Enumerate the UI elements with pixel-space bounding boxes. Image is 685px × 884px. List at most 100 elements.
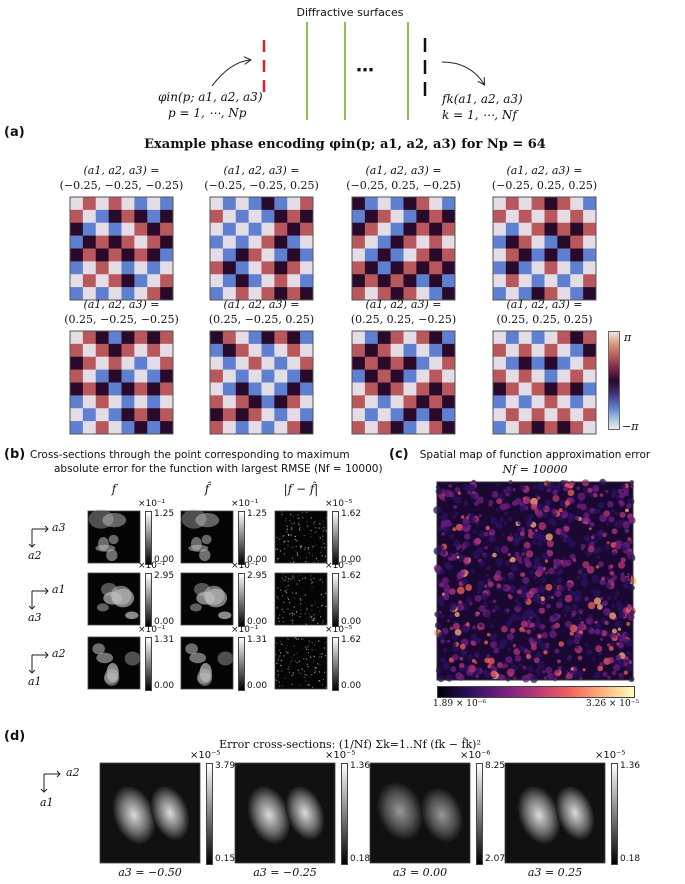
phase-pixel — [210, 356, 224, 370]
noise-pixel — [306, 520, 308, 523]
error-speckle — [475, 673, 480, 679]
phase-param-prefix: (a1, a2, a3) = — [223, 164, 300, 177]
cross-section-map — [274, 572, 328, 627]
noise-pixel — [320, 594, 322, 596]
phase-pixel — [570, 235, 584, 249]
noise-pixel — [286, 528, 288, 530]
error-speckle — [537, 566, 543, 572]
noise-pixel — [297, 522, 300, 524]
intensity-blob — [97, 536, 109, 551]
noise-pixel — [281, 511, 283, 513]
error-speckle — [457, 491, 461, 495]
error-speckle — [517, 526, 523, 533]
noise-pixel — [318, 680, 320, 682]
error-speckle — [591, 620, 596, 625]
error-speckle — [537, 541, 543, 547]
error-speckle — [500, 545, 509, 554]
phase-pixel — [235, 235, 249, 249]
axis-v-label: a3 — [28, 611, 42, 624]
error-map-colorbar — [437, 686, 635, 698]
colorbar-min: 0.00 — [341, 555, 362, 565]
phase-pixel — [160, 248, 174, 262]
noise-pixel — [276, 560, 278, 562]
error-speckle — [524, 588, 529, 593]
phase-pixel — [134, 395, 148, 409]
phase-pixel — [95, 235, 109, 249]
phase-pixel — [531, 382, 545, 396]
phase-pixel — [377, 209, 391, 224]
noise-pixel — [277, 670, 279, 672]
noise-pixel — [292, 674, 295, 676]
noise-pixel — [323, 529, 325, 531]
phase-pixel — [134, 248, 148, 262]
error-speckle — [532, 485, 537, 490]
phase-pixel — [442, 343, 456, 358]
error-speckle — [619, 511, 626, 518]
panel-b-label: (b) — [4, 447, 26, 462]
phase-pixel — [134, 261, 148, 275]
phase-pixel — [442, 222, 456, 236]
error-speckle — [608, 645, 614, 651]
error-speckle — [519, 626, 525, 632]
cross-section-colorbar — [332, 637, 339, 691]
phase-pixel — [377, 343, 391, 358]
error-speckle — [472, 625, 476, 630]
noise-pixel — [276, 607, 278, 609]
intensity-blob — [190, 536, 202, 551]
colorbar-max: 2.95 — [247, 571, 268, 581]
phase-pixel — [134, 408, 148, 422]
error-speckle — [521, 552, 526, 556]
phase-pixel — [287, 209, 301, 224]
error-speckle — [555, 601, 563, 609]
error-speckle — [490, 517, 498, 525]
noise-pixel — [278, 685, 281, 687]
phase-pixel — [210, 421, 224, 435]
error-speckle — [463, 625, 470, 632]
error-speckle — [541, 535, 547, 541]
error-speckle — [598, 652, 602, 656]
phase-pixel — [274, 343, 288, 358]
phase-pixel — [248, 343, 262, 358]
noise-pixel — [318, 671, 320, 673]
noise-pixel — [288, 534, 290, 537]
phase-pixel — [248, 209, 262, 224]
phase-pixel — [82, 421, 97, 435]
error-speckle — [617, 636, 621, 640]
noise-pixel — [286, 540, 289, 542]
error-speckle — [597, 501, 605, 509]
error-speckle — [512, 487, 516, 492]
noise-pixel — [313, 619, 315, 622]
diffractive-layers — [306, 22, 409, 120]
noise-pixel — [321, 653, 323, 655]
error-speckle — [602, 671, 608, 677]
error-speckle — [460, 649, 468, 657]
noise-pixel — [284, 647, 287, 650]
error-speckle — [532, 589, 537, 594]
error-speckle — [609, 640, 615, 646]
noise-pixel — [322, 684, 324, 686]
phase-pixel — [377, 261, 391, 275]
error-speckle — [541, 552, 549, 560]
panel-b-title-line1: Cross-sections through the point corresp… — [30, 449, 350, 461]
phase-pixel — [390, 235, 404, 249]
error-speckle — [530, 644, 537, 651]
phase-pixel — [121, 287, 135, 301]
error-speckle — [595, 508, 601, 514]
noise-pixel — [315, 544, 317, 546]
noise-pixel — [301, 599, 303, 601]
phase-pixel — [544, 356, 558, 370]
phase-pixel — [544, 343, 558, 358]
phase-pixel — [583, 248, 597, 262]
phase-pixel — [557, 356, 571, 370]
phase-pixel — [82, 274, 97, 288]
phase-pixel — [403, 274, 417, 288]
phase-pixel — [95, 369, 109, 383]
phase-pixel — [222, 331, 237, 345]
phase-pixel — [352, 356, 366, 370]
error-speckle — [597, 665, 604, 672]
noise-pixel — [287, 540, 290, 543]
cross-section-colorbar — [332, 511, 339, 565]
phase-pixel — [390, 421, 404, 435]
error-speckle — [475, 522, 479, 526]
error-speckle — [550, 595, 555, 600]
